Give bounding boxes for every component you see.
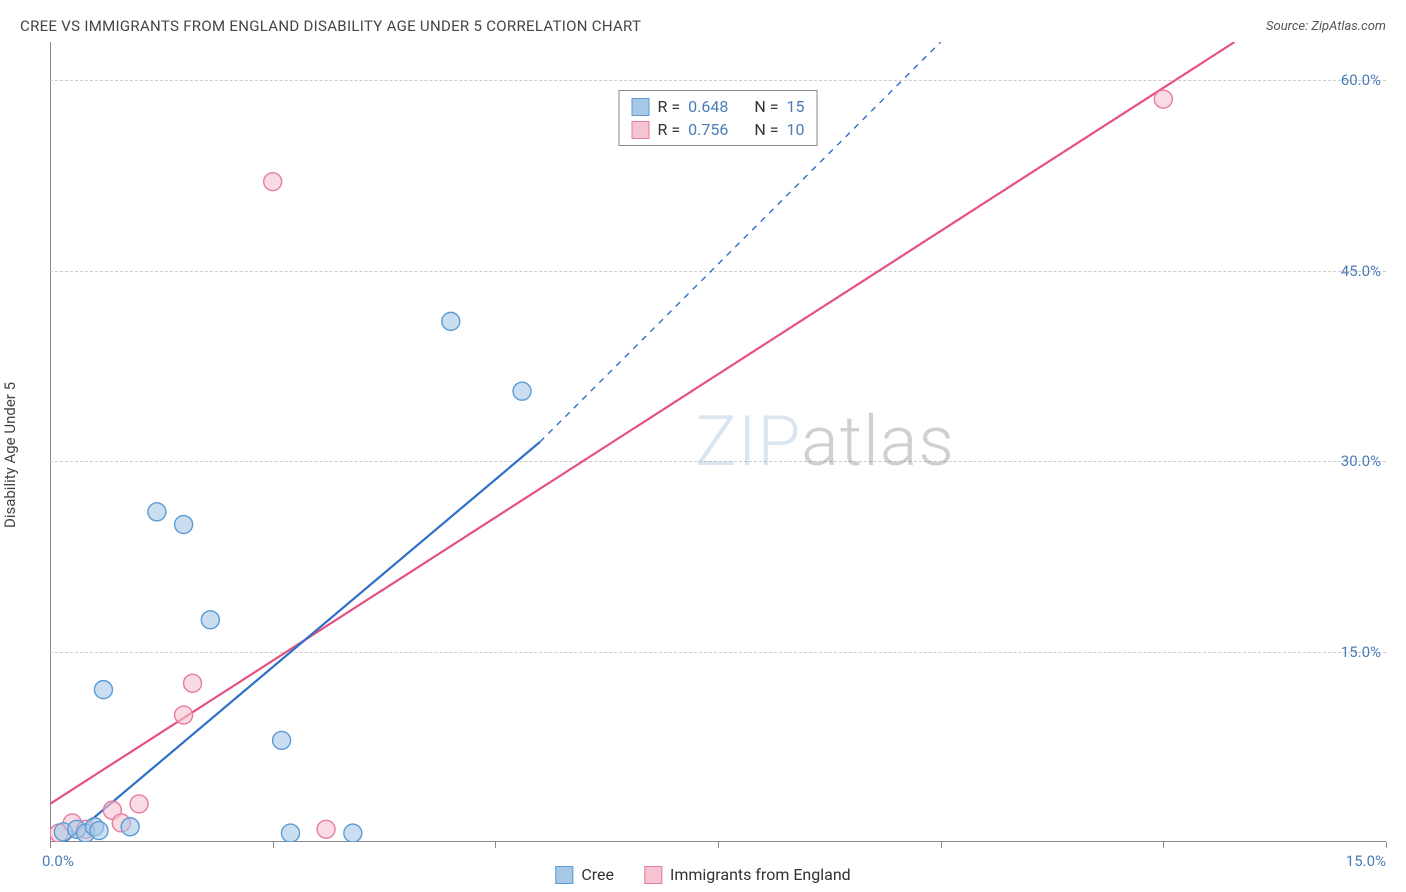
legend-item-england: Immigrants from England: [644, 865, 851, 884]
stats-n-value-cree: 15: [786, 97, 804, 116]
data-point: [121, 818, 139, 836]
chart-title: CREE VS IMMIGRANTS FROM ENGLAND DISABILI…: [20, 17, 641, 35]
swatch-cree-icon: [632, 98, 650, 116]
stats-n-value-england: 10: [786, 120, 804, 139]
data-point: [317, 820, 335, 838]
data-point: [148, 503, 166, 521]
chart-source: Source: ZipAtlas.com: [1266, 19, 1386, 34]
x-tick: [1386, 842, 1387, 848]
bottom-legend: Cree Immigrants from England: [555, 865, 850, 884]
x-tick: [941, 842, 942, 848]
stats-n-label: N =: [754, 97, 778, 116]
swatch-england-icon: [632, 121, 650, 139]
y-axis-label: Disability Age Under 5: [1, 382, 19, 528]
x-tick: [273, 842, 274, 848]
legend-item-cree: Cree: [555, 865, 614, 884]
trend-line: [50, 442, 540, 842]
legend-swatch-cree-icon: [555, 866, 573, 884]
x-max-label: 15.0%: [1346, 852, 1386, 870]
legend-label-england: Immigrants from England: [670, 865, 851, 884]
data-point: [90, 822, 108, 840]
x-tick: [495, 842, 496, 848]
data-point: [175, 516, 193, 534]
data-point: [273, 731, 291, 749]
stats-r-label: R =: [658, 97, 681, 116]
data-point: [201, 611, 219, 629]
legend-swatch-england-icon: [644, 866, 662, 884]
data-point: [130, 795, 148, 813]
data-point: [184, 674, 202, 692]
plot-svg: [50, 42, 1386, 842]
trend-line: [50, 42, 1235, 804]
stats-r-value-cree: 0.648: [688, 97, 728, 116]
stats-row-england: R = 0.756 N = 10: [632, 118, 805, 141]
legend-label-cree: Cree: [581, 865, 614, 884]
stats-legend-box: R = 0.648 N = 15 R = 0.756 N = 10: [619, 90, 818, 146]
x-origin-label: 0.0%: [42, 852, 74, 870]
stats-row-cree: R = 0.648 N = 15: [632, 95, 805, 118]
data-point: [1154, 90, 1172, 108]
data-point: [513, 382, 531, 400]
stats-r-value-england: 0.756: [688, 120, 728, 139]
stats-n-label: N =: [754, 120, 778, 139]
chart-area: ZIPatlas R = 0.648 N = 15 R = 0.756 N = …: [50, 42, 1386, 842]
data-point: [175, 706, 193, 724]
stats-r-label: R =: [658, 120, 681, 139]
data-point: [281, 824, 299, 842]
x-tick: [1163, 842, 1164, 848]
x-tick: [50, 842, 51, 848]
data-point: [94, 681, 112, 699]
data-point: [442, 312, 460, 330]
data-point: [344, 824, 362, 842]
x-tick: [718, 842, 719, 848]
data-point: [264, 173, 282, 191]
